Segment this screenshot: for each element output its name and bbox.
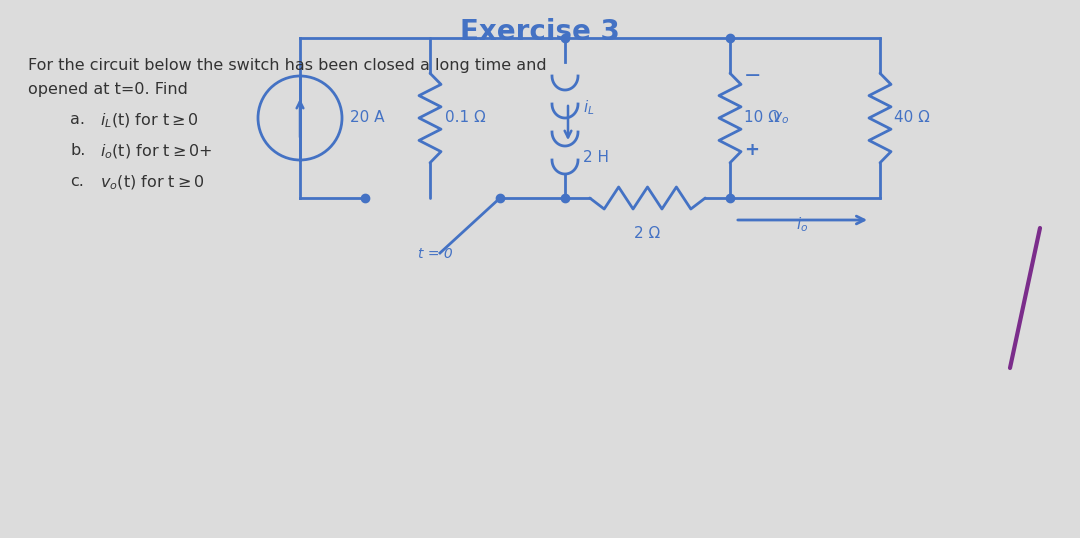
Text: 2 Ω: 2 Ω — [634, 226, 661, 241]
Text: 20 A: 20 A — [350, 110, 384, 125]
Text: opened at t=0. Find: opened at t=0. Find — [28, 82, 188, 97]
Text: For the circuit below the switch has been closed a long time and: For the circuit below the switch has bee… — [28, 58, 546, 73]
Text: 0.1 Ω: 0.1 Ω — [445, 110, 486, 125]
Text: c.: c. — [70, 174, 84, 189]
Text: 2 H: 2 H — [583, 151, 609, 166]
Text: a.: a. — [70, 112, 85, 127]
Text: $v_o$: $v_o$ — [772, 110, 789, 126]
Text: 40 Ω: 40 Ω — [894, 110, 930, 125]
Text: $i_o$: $i_o$ — [796, 215, 809, 234]
Text: $v_o$(t) for t$\geq$0: $v_o$(t) for t$\geq$0 — [100, 174, 204, 193]
Text: 10 Ω: 10 Ω — [744, 110, 780, 125]
Text: b.: b. — [70, 143, 85, 158]
Text: +: + — [744, 141, 759, 159]
Text: $i_o$(t) for t$\geq$0+: $i_o$(t) for t$\geq$0+ — [100, 143, 213, 161]
Text: Exercise 3: Exercise 3 — [460, 18, 620, 46]
Text: $i_L$(t) for t$\geq$0: $i_L$(t) for t$\geq$0 — [100, 112, 199, 130]
Text: $i_L$: $i_L$ — [583, 98, 594, 117]
Text: −: − — [744, 66, 761, 86]
Text: t = 0: t = 0 — [418, 247, 453, 261]
